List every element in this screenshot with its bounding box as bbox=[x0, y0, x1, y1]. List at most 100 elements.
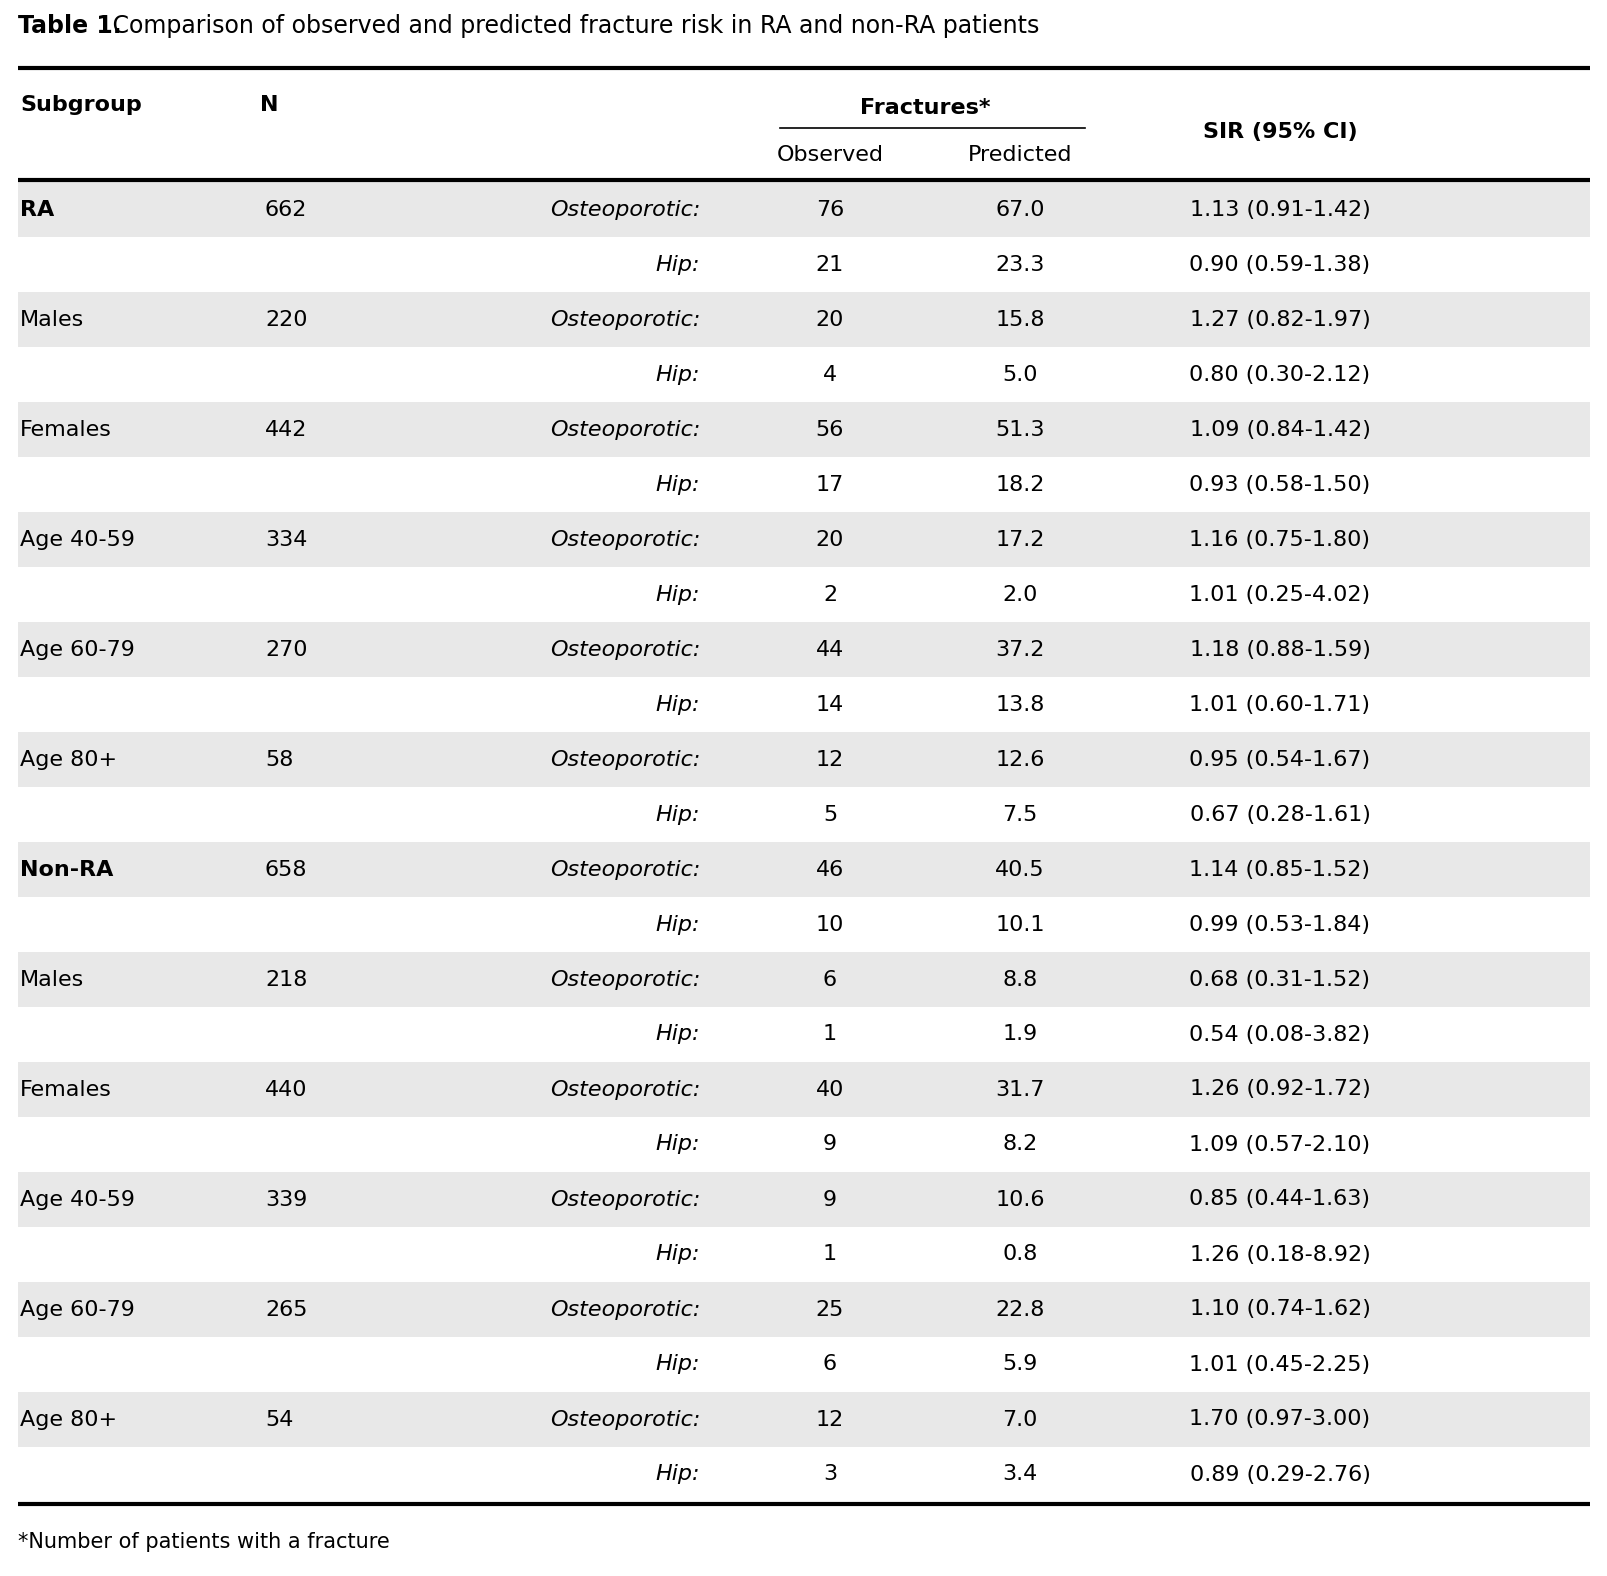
Text: 339: 339 bbox=[265, 1190, 307, 1209]
Text: Hip:: Hip: bbox=[656, 1245, 699, 1264]
Text: Hip:: Hip: bbox=[656, 585, 699, 605]
Text: 1.70 (0.97-3.00): 1.70 (0.97-3.00) bbox=[1189, 1409, 1369, 1429]
Text: 662: 662 bbox=[265, 200, 307, 219]
Text: 1.01 (0.45-2.25): 1.01 (0.45-2.25) bbox=[1189, 1354, 1369, 1374]
Text: Hip:: Hip: bbox=[656, 364, 699, 385]
Text: 1.16 (0.75-1.80): 1.16 (0.75-1.80) bbox=[1189, 530, 1369, 550]
Text: Age 60-79: Age 60-79 bbox=[19, 640, 135, 659]
Text: Males: Males bbox=[19, 309, 84, 329]
Text: 9: 9 bbox=[823, 1190, 837, 1209]
Text: 20: 20 bbox=[815, 309, 844, 329]
Text: 0.67 (0.28-1.61): 0.67 (0.28-1.61) bbox=[1189, 804, 1369, 824]
Text: 17: 17 bbox=[815, 474, 844, 495]
Text: 1.01 (0.60-1.71): 1.01 (0.60-1.71) bbox=[1189, 695, 1369, 714]
Text: 1.01 (0.25-4.02): 1.01 (0.25-4.02) bbox=[1189, 585, 1369, 605]
Bar bbox=[18, 1392, 1589, 1447]
Text: Age 40-59: Age 40-59 bbox=[19, 1190, 135, 1209]
Text: Osteoporotic:: Osteoporotic: bbox=[550, 640, 699, 659]
Text: 220: 220 bbox=[265, 309, 307, 329]
Text: 56: 56 bbox=[815, 419, 844, 440]
Text: 21: 21 bbox=[815, 254, 844, 274]
Text: 13.8: 13.8 bbox=[995, 695, 1045, 714]
Text: Hip:: Hip: bbox=[656, 695, 699, 714]
Text: 51.3: 51.3 bbox=[995, 419, 1045, 440]
Text: 6: 6 bbox=[823, 969, 837, 990]
Text: Observed: Observed bbox=[776, 145, 882, 165]
Text: Hip:: Hip: bbox=[656, 474, 699, 495]
Text: RA: RA bbox=[19, 200, 55, 219]
Bar bbox=[18, 842, 1589, 897]
Text: Hip:: Hip: bbox=[656, 1135, 699, 1155]
Text: 0.99 (0.53-1.84): 0.99 (0.53-1.84) bbox=[1189, 914, 1369, 935]
Text: Hip:: Hip: bbox=[656, 254, 699, 274]
Text: 334: 334 bbox=[265, 530, 307, 550]
Text: 0.54 (0.08-3.82): 0.54 (0.08-3.82) bbox=[1189, 1024, 1369, 1045]
Text: 0.68 (0.31-1.52): 0.68 (0.31-1.52) bbox=[1189, 969, 1369, 990]
Text: Age 80+: Age 80+ bbox=[19, 1409, 117, 1429]
Text: 0.8: 0.8 bbox=[1001, 1245, 1037, 1264]
Text: 1.18 (0.88-1.59): 1.18 (0.88-1.59) bbox=[1189, 640, 1369, 659]
Text: Osteoporotic:: Osteoporotic: bbox=[550, 1409, 699, 1429]
Text: 1: 1 bbox=[823, 1245, 837, 1264]
Text: 58: 58 bbox=[265, 750, 292, 769]
Text: 37.2: 37.2 bbox=[995, 640, 1045, 659]
Text: 14: 14 bbox=[815, 695, 844, 714]
Text: 54: 54 bbox=[265, 1409, 292, 1429]
Text: 40: 40 bbox=[815, 1080, 844, 1100]
Text: N: N bbox=[260, 95, 278, 115]
Text: Osteoporotic:: Osteoporotic: bbox=[550, 1300, 699, 1319]
Text: 76: 76 bbox=[815, 200, 844, 219]
Text: 1.27 (0.82-1.97): 1.27 (0.82-1.97) bbox=[1189, 309, 1369, 329]
Text: Non-RA: Non-RA bbox=[19, 859, 114, 879]
Text: 0.85 (0.44-1.63): 0.85 (0.44-1.63) bbox=[1189, 1190, 1369, 1209]
Text: 0.80 (0.30-2.12): 0.80 (0.30-2.12) bbox=[1189, 364, 1369, 385]
Text: 1.13 (0.91-1.42): 1.13 (0.91-1.42) bbox=[1189, 200, 1369, 219]
Text: Comparison of observed and predicted fracture risk in RA and non-RA patients: Comparison of observed and predicted fra… bbox=[104, 14, 1038, 38]
Text: 10: 10 bbox=[815, 914, 844, 935]
Bar bbox=[18, 623, 1589, 678]
Text: 46: 46 bbox=[815, 859, 844, 879]
Text: Osteoporotic:: Osteoporotic: bbox=[550, 969, 699, 990]
Text: 25: 25 bbox=[815, 1300, 844, 1319]
Text: 18.2: 18.2 bbox=[995, 474, 1045, 495]
Text: 1.09 (0.84-1.42): 1.09 (0.84-1.42) bbox=[1189, 419, 1369, 440]
Text: 1: 1 bbox=[823, 1024, 837, 1045]
Text: Subgroup: Subgroup bbox=[19, 95, 141, 115]
Text: 3: 3 bbox=[823, 1464, 837, 1485]
Text: Hip:: Hip: bbox=[656, 1354, 699, 1374]
Text: 12.6: 12.6 bbox=[995, 750, 1045, 769]
Text: *Number of patients with a fracture: *Number of patients with a fracture bbox=[18, 1532, 389, 1552]
Text: 218: 218 bbox=[265, 969, 307, 990]
Text: 1.26 (0.18-8.92): 1.26 (0.18-8.92) bbox=[1189, 1245, 1369, 1264]
Text: Age 40-59: Age 40-59 bbox=[19, 530, 135, 550]
Text: 3.4: 3.4 bbox=[1001, 1464, 1037, 1485]
Text: 31.7: 31.7 bbox=[995, 1080, 1045, 1100]
Text: 17.2: 17.2 bbox=[995, 530, 1045, 550]
Text: Osteoporotic:: Osteoporotic: bbox=[550, 750, 699, 769]
Text: 5: 5 bbox=[823, 804, 837, 824]
Text: 8.8: 8.8 bbox=[1001, 969, 1037, 990]
Bar bbox=[18, 1281, 1589, 1336]
Text: 12: 12 bbox=[815, 1409, 844, 1429]
Text: 7.0: 7.0 bbox=[1001, 1409, 1037, 1429]
Text: Age 80+: Age 80+ bbox=[19, 750, 117, 769]
Text: 10.6: 10.6 bbox=[995, 1190, 1045, 1209]
Bar bbox=[18, 512, 1589, 567]
Bar bbox=[18, 1173, 1589, 1228]
Text: 1.10 (0.74-1.62): 1.10 (0.74-1.62) bbox=[1189, 1300, 1369, 1319]
Text: 0.89 (0.29-2.76): 0.89 (0.29-2.76) bbox=[1189, 1464, 1369, 1485]
Text: Osteoporotic:: Osteoporotic: bbox=[550, 1190, 699, 1209]
Text: 67.0: 67.0 bbox=[995, 200, 1045, 219]
Bar bbox=[18, 952, 1589, 1007]
Text: 4: 4 bbox=[823, 364, 837, 385]
Text: Hip:: Hip: bbox=[656, 1464, 699, 1485]
Text: 10.1: 10.1 bbox=[995, 914, 1045, 935]
Text: 265: 265 bbox=[265, 1300, 307, 1319]
Text: 1.26 (0.92-1.72): 1.26 (0.92-1.72) bbox=[1189, 1080, 1369, 1100]
Text: Predicted: Predicted bbox=[967, 145, 1072, 165]
Text: Hip:: Hip: bbox=[656, 914, 699, 935]
Text: 9: 9 bbox=[823, 1135, 837, 1155]
Text: 23.3: 23.3 bbox=[995, 254, 1045, 274]
Text: 658: 658 bbox=[265, 859, 307, 879]
Text: Females: Females bbox=[19, 419, 112, 440]
